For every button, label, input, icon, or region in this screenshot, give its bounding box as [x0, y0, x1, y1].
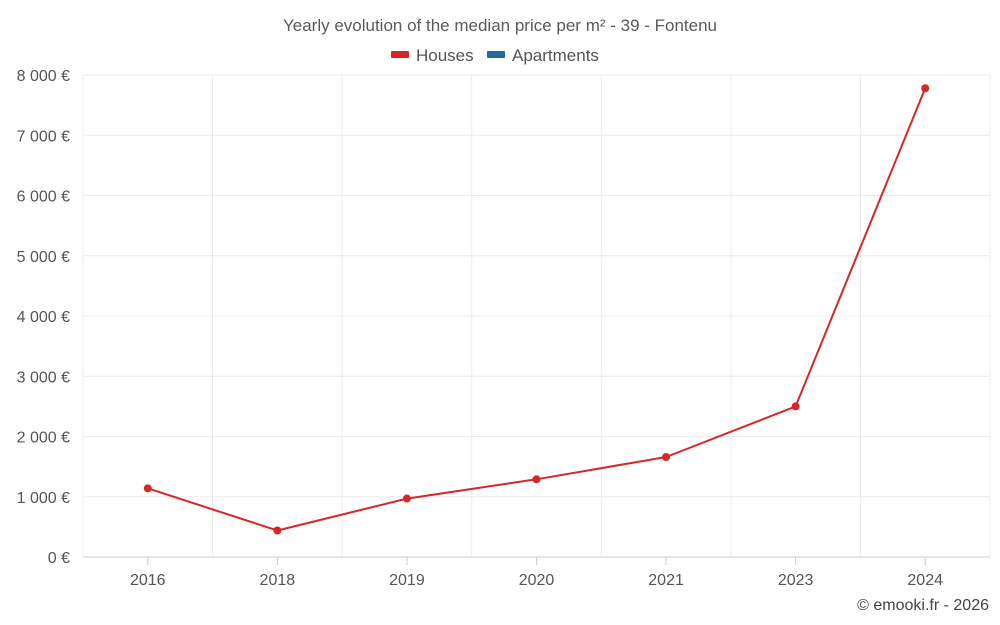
y-tick-label: 8 000 €: [17, 68, 70, 85]
legend-label-houses: Houses: [416, 46, 474, 65]
x-tick-label: 2024: [907, 572, 943, 589]
y-tick-label: 7 000 €: [17, 128, 70, 145]
credit-text: © emooki.fr - 2026: [857, 597, 989, 614]
y-tick-label: 6 000 €: [17, 189, 70, 206]
data-point-houses[interactable]: [921, 84, 930, 93]
x-tick-label: 2019: [389, 572, 425, 589]
x-tick-label: 2018: [260, 572, 296, 589]
y-tick-label: 4 000 €: [17, 309, 70, 326]
x-tick-label: 2016: [130, 572, 166, 589]
data-point-houses[interactable]: [402, 494, 411, 503]
legend-item-houses[interactable]: Houses: [391, 46, 474, 65]
x-tick-label: 2023: [778, 572, 814, 589]
data-point-houses[interactable]: [143, 484, 152, 493]
series-points: [143, 84, 930, 535]
y-tick-label: 5 000 €: [17, 249, 70, 266]
series-line-houses: [147, 87, 927, 532]
chart-title: Yearly evolution of the median price per…: [283, 16, 717, 35]
legend: Houses Apartments: [391, 46, 599, 65]
data-point-houses[interactable]: [532, 475, 541, 484]
x-axis-labels: 2016 2018 2019 2020 2021 2023 2024: [130, 572, 943, 589]
data-point-houses[interactable]: [662, 452, 671, 461]
legend-swatch-houses: [391, 51, 409, 58]
legend-swatch-apartments: [487, 51, 505, 58]
x-tick-label: 2021: [648, 572, 684, 589]
data-point-houses[interactable]: [273, 526, 282, 535]
data-point-houses[interactable]: [791, 402, 800, 411]
legend-label-apartments: Apartments: [512, 46, 599, 65]
x-tick-label: 2020: [519, 572, 555, 589]
y-tick-label: 2 000 €: [17, 430, 70, 447]
series-lines: [147, 87, 927, 532]
x-gridlines: [82, 75, 991, 565]
legend-item-apartments[interactable]: Apartments: [487, 46, 599, 65]
y-tick-label: 3 000 €: [17, 369, 70, 386]
y-axis-labels: 0 € 1 000 € 2 000 € 3 000 € 4 000 € 5 000 € 6 …: [17, 68, 70, 567]
y-gridlines: [83, 74, 990, 558]
y-tick-label: 0 €: [48, 550, 70, 567]
y-tick-label: 1 000 €: [17, 490, 70, 507]
